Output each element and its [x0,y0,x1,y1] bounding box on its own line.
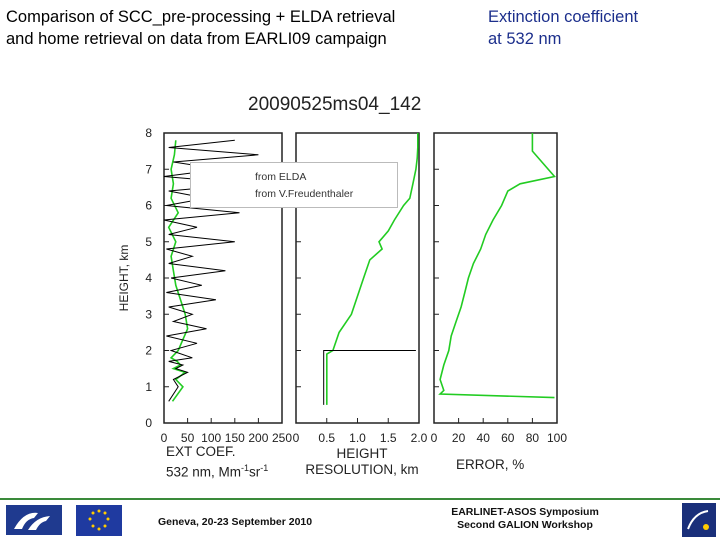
earlinet-logo [6,505,62,535]
ytick-label: 2 [145,344,152,358]
panel1-xtick-label: 250 [272,431,292,445]
panel2-xtick-label: 0.5 [318,431,335,445]
panel3-xtick-label: 80 [526,431,540,445]
ytick-label: 0 [145,416,152,430]
slide-subtitle-line1: Extinction coefficient [488,8,639,26]
legend: from ELDA from V.Freudenthaler [190,162,398,208]
panel2-xlabel: HEIGHT RESOLUTION, km [300,446,424,478]
panel1-xlabel: EXT COEF. 532 nm, Mm-1sr-1 [166,444,268,481]
slide-subtitle-line2: at 532 nm [488,30,562,48]
ytick-label: 3 [145,307,152,321]
panel3-frame [433,132,558,424]
panel1-series-elda [167,140,189,402]
legend-item-home: from V.Freudenthaler [255,188,354,200]
y-axis-title: HEIGHT, km [117,245,131,312]
panel3-xlabel: ERROR, % [456,457,525,472]
slide-title-line2: and home retrieval on data from EARLI09 … [6,30,387,48]
panel3-series-elda [438,133,556,399]
footer-divider [0,498,720,500]
slide-title: Comparison of SCC_pre-processing + ELDA … [6,6,395,50]
panel1-xlabel-sup1: -1 [241,463,250,473]
galion-logo [682,503,716,537]
panel2-xtick-label: 0 [293,431,300,445]
ytick-label: 1 [145,380,152,394]
panel1-xtick-label: 50 [181,431,195,445]
footer-event-line1: EARLINET-ASOS Symposium [451,506,599,518]
ytick-label: 7 [145,162,152,176]
panel3-xtick-label: 0 [431,431,438,445]
ytick-label: 6 [145,199,152,213]
panel2-series-home [323,350,416,405]
panel2-xtick-label: 2.0 [411,431,428,445]
eu-flag-logo [76,505,122,536]
panel1-xlabel-line1: EXT COEF. [166,444,236,459]
panel1-xlabel-mid: sr [249,464,261,480]
panel3-xtick-label: 60 [501,431,515,445]
plot-title: 20090525ms04_142 [248,94,422,115]
panel1-xtick-label: 100 [201,431,221,445]
panel2-xlabel-line2: RESOLUTION, km [305,462,419,477]
panel3-xtick-label: 20 [452,431,466,445]
panel3-xtick-label: 40 [477,431,491,445]
ytick-label: 8 [145,126,152,140]
footer-event: EARLINET-ASOS Symposium Second GALION Wo… [430,506,620,532]
panel3-xtick-label: 100 [547,431,567,445]
panel1-xtick-label: 150 [225,431,245,445]
ytick-label: 4 [145,271,152,285]
panel2-xlabel-line1: HEIGHT [336,446,388,461]
panel2-xtick-label: 1.0 [349,431,366,445]
slide-title-line1: Comparison of SCC_pre-processing + ELDA … [6,8,396,26]
panel2-series-elda [325,133,419,405]
panel1-xlabel-sup2: -1 [260,463,269,473]
panel1-xtick-label: 200 [248,431,268,445]
panel1-xlabel-line2: 532 nm, Mm-1sr-1 [166,460,268,481]
footer-location: Geneva, 20-23 September 2010 [158,516,313,528]
footer-event-line2: Second GALION Workshop [457,519,593,531]
ytick-label: 5 [145,235,152,249]
panel1-xtick-label: 0 [161,431,168,445]
legend-item-elda: from ELDA [255,171,307,183]
panel1-xlabel-unit: 532 nm, Mm [166,464,242,480]
slide-subtitle: Extinction coefficient at 532 nm [488,6,638,50]
panel2-xtick-label: 1.5 [380,431,397,445]
